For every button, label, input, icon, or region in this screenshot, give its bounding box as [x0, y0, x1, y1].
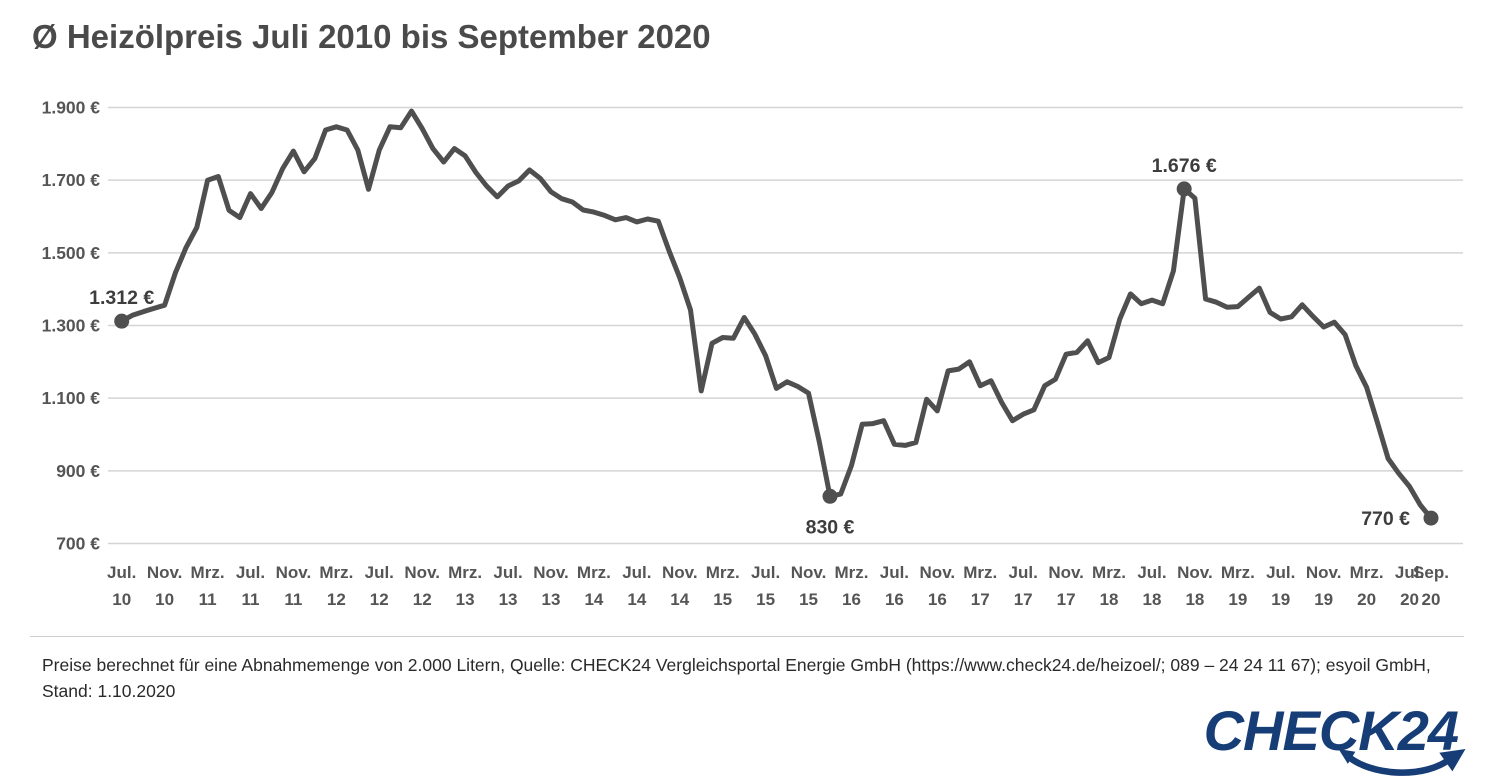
- x-tick-year-label: 13: [499, 590, 518, 609]
- x-tick-month-label: Nov.: [920, 563, 956, 582]
- x-tick-month-label: Sep.: [1413, 563, 1449, 582]
- x-tick-year-label: 14: [584, 590, 603, 609]
- x-tick-month-label: Jul.: [236, 563, 265, 582]
- price-chart: 1.900 € 1.700 € 1.500 € 1.300 € 1.100 € 900 €…: [42, 98, 1463, 609]
- x-tick-month-label: Mrz.: [448, 563, 482, 582]
- x-tick-month-label: Nov.: [147, 563, 183, 582]
- x-tick-year-label: 17: [1057, 590, 1076, 609]
- annotation-label: 830 €: [806, 516, 855, 538]
- data-point-dot: [1176, 181, 1192, 197]
- x-tick-month-label: Nov.: [1306, 563, 1342, 582]
- x-tick-year-label: 12: [370, 590, 389, 609]
- x-tick-month-label: Nov.: [276, 563, 312, 582]
- x-tick-year-label: 15: [713, 590, 732, 609]
- x-tick-month-label: Jul.: [107, 563, 136, 582]
- x-tick-year-label: 16: [928, 590, 947, 609]
- annotation-label: 1.676 €: [1152, 155, 1217, 177]
- data-point-dot: [822, 488, 838, 504]
- x-tick-year-label: 11: [199, 590, 217, 609]
- x-tick-year-label: 14: [670, 590, 689, 609]
- y-tick-label: 1.500 €: [42, 243, 101, 263]
- x-tick-month-label: Jul.: [1009, 563, 1038, 582]
- x-tick-year-label: 11: [284, 590, 302, 609]
- x-tick-year-label: 11: [241, 590, 259, 609]
- x-tick-month-label: Mrz.: [191, 563, 225, 582]
- x-tick-month-label: Nov.: [1048, 563, 1084, 582]
- source-note: Preise berechnet für eine Abnahmemenge v…: [42, 652, 1442, 704]
- x-tick-year-label: 12: [327, 590, 346, 609]
- x-tick-year-label: 16: [842, 590, 861, 609]
- x-tick-year-label: 19: [1228, 590, 1247, 609]
- annotation-label: 770 €: [1361, 508, 1410, 530]
- x-tick-month-label: Jul.: [622, 563, 651, 582]
- source-note-line2: Stand: 1.10.2020: [42, 681, 176, 701]
- y-tick-label: 1.100 €: [42, 388, 101, 408]
- annotation-label: 1.312 €: [89, 287, 154, 309]
- x-tick-year-label: 10: [112, 590, 131, 609]
- x-tick-year-label: 20: [1422, 590, 1441, 609]
- x-tick-year-label: 12: [413, 590, 432, 609]
- x-tick-year-label: 14: [627, 590, 646, 609]
- y-tick-label: 1.900 €: [42, 98, 101, 118]
- x-tick-month-label: Mrz.: [577, 563, 611, 582]
- check24-logo: CHECK24: [1198, 698, 1468, 778]
- x-tick-year-label: 15: [756, 590, 775, 609]
- x-tick-month-label: Nov.: [791, 563, 827, 582]
- x-tick-month-label: Jul.: [493, 563, 522, 582]
- y-tick-label: 1.300 €: [42, 316, 101, 336]
- x-tick-month-label: Nov.: [404, 563, 440, 582]
- x-tick-month-label: Jul.: [751, 563, 780, 582]
- x-tick-year-label: 18: [1185, 590, 1204, 609]
- x-tick-year-label: 13: [456, 590, 475, 609]
- x-tick-year-label: 18: [1143, 590, 1162, 609]
- x-tick-month-label: Mrz.: [1092, 563, 1126, 582]
- x-tick-year-label: 20: [1400, 590, 1419, 609]
- x-tick-month-label: Nov.: [533, 563, 569, 582]
- x-tick-month-label: Nov.: [662, 563, 698, 582]
- curved-arrow-icon: [1338, 749, 1466, 776]
- x-tick-year-label: 19: [1271, 590, 1290, 609]
- page-title: Ø Heizölpreis Juli 2010 bis September 20…: [32, 18, 711, 55]
- x-tick-year-label: 18: [1100, 590, 1119, 609]
- x-tick-year-label: 19: [1314, 590, 1333, 609]
- x-tick-month-label: Jul.: [1137, 563, 1166, 582]
- x-tick-month-label: Mrz.: [319, 563, 353, 582]
- x-tick-year-label: 20: [1357, 590, 1376, 609]
- x-tick-month-label: Jul.: [880, 563, 909, 582]
- x-tick-month-label: Mrz.: [706, 563, 740, 582]
- y-tick-label: 700 €: [56, 534, 100, 554]
- x-tick-month-label: Jul.: [1266, 563, 1295, 582]
- x-tick-month-label: Mrz.: [834, 563, 868, 582]
- x-tick-year-label: 10: [155, 590, 174, 609]
- x-tick-year-label: 15: [799, 590, 818, 609]
- footer-divider: [30, 636, 1464, 637]
- x-tick-month-label: Jul.: [1395, 563, 1424, 582]
- x-tick-year-label: 17: [1014, 590, 1033, 609]
- x-tick-year-label: 17: [971, 590, 990, 609]
- x-tick-year-label: 13: [542, 590, 561, 609]
- check24-logo-text: CHECK24: [1203, 699, 1459, 762]
- y-tick-label: 900 €: [56, 461, 100, 481]
- x-tick-month-label: Mrz.: [963, 563, 997, 582]
- data-point-dot: [114, 313, 130, 329]
- source-note-line1: Preise berechnet für eine Abnahmemenge v…: [42, 655, 1431, 675]
- x-tick-month-label: Jul.: [365, 563, 394, 582]
- price-line: [119, 108, 1434, 521]
- x-tick-month-label: Mrz.: [1350, 563, 1384, 582]
- x-tick-year-label: 16: [885, 590, 904, 609]
- data-point-dot: [1423, 510, 1439, 526]
- y-tick-label: 1.700 €: [42, 170, 101, 190]
- x-tick-month-label: Nov.: [1177, 563, 1213, 582]
- x-tick-month-label: Mrz.: [1221, 563, 1255, 582]
